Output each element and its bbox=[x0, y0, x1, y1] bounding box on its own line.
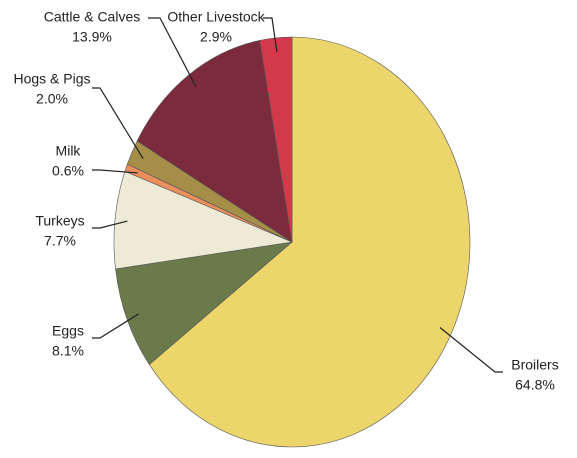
slice-label: Broilers bbox=[511, 357, 558, 373]
slice-value-label: 0.6% bbox=[52, 163, 84, 179]
pie-slice bbox=[113, 170, 294, 270]
leader-line bbox=[92, 87, 144, 159]
slice-label: Turkeys bbox=[35, 213, 84, 229]
slice-value-label: 2.9% bbox=[200, 29, 232, 45]
slice-value-label: 8.1% bbox=[52, 343, 84, 359]
leader-line bbox=[148, 17, 197, 87]
leader-line bbox=[92, 220, 128, 229]
slice-label: Other Livestock bbox=[167, 9, 265, 25]
leader-line bbox=[263, 17, 278, 53]
slice-value-label: 7.7% bbox=[44, 233, 76, 249]
pie-slice bbox=[259, 36, 293, 243]
slice-label: Milk bbox=[56, 143, 82, 159]
slice-value-label: 2.0% bbox=[36, 91, 68, 107]
slice-value-label: 13.9% bbox=[72, 29, 112, 45]
leader-line bbox=[439, 327, 503, 373]
pie-slice bbox=[115, 241, 293, 366]
pie-slice bbox=[136, 40, 293, 243]
leader-line bbox=[92, 313, 139, 339]
slice-value-label: 64.8% bbox=[515, 377, 555, 393]
slice-label: Hogs & Pigs bbox=[13, 71, 90, 87]
slice-label: Cattle & Calves bbox=[44, 9, 140, 25]
slice-label: Eggs bbox=[52, 323, 84, 339]
pie-slice bbox=[148, 36, 471, 448]
leader-line bbox=[92, 169, 138, 174]
